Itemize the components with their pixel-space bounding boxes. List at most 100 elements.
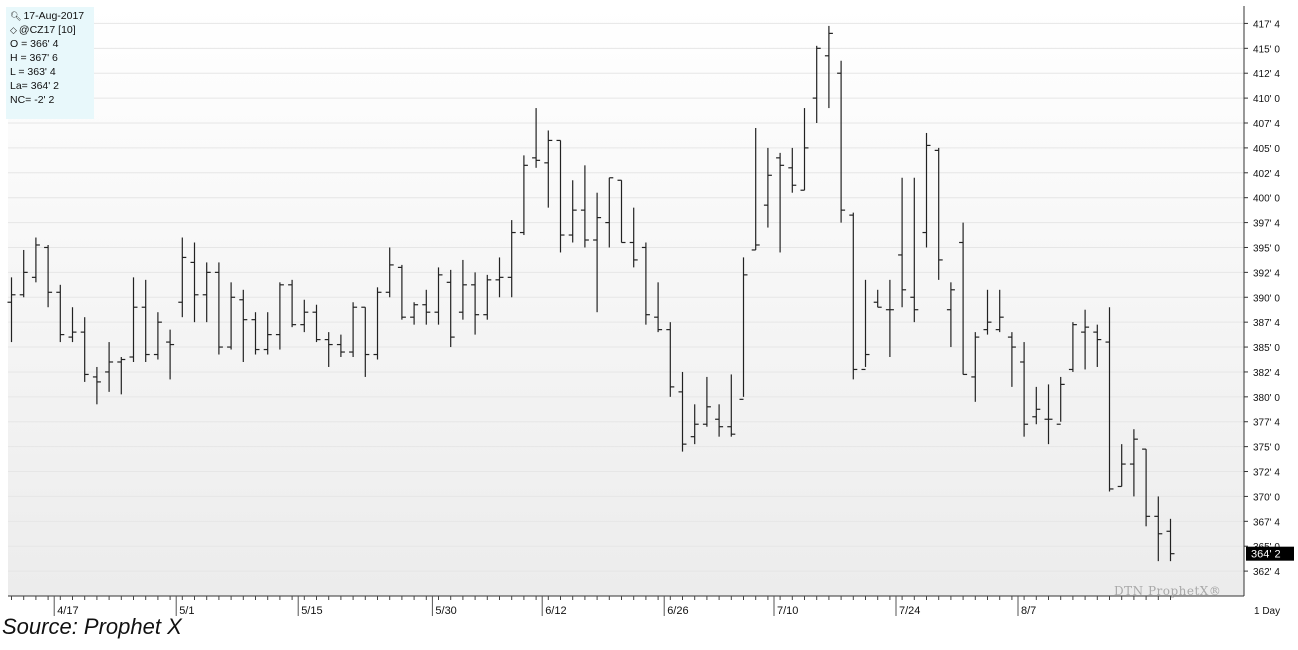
ohlc-bar: [898, 177, 907, 308]
ohlc-bar: [458, 259, 467, 320]
ohlc-bar: [678, 371, 687, 452]
source-caption: Source: Prophet X: [2, 614, 182, 639]
ohlc-bar: [422, 289, 431, 325]
ohlc-bar: [178, 237, 187, 318]
ohlc-bar: [263, 312, 272, 355]
ohlc-bar: [751, 127, 760, 251]
interval-label: 1 Day: [1254, 606, 1280, 617]
y-tick-label: 415' 0: [1253, 44, 1280, 55]
ohlc-bar: [153, 312, 162, 360]
ohlc-bar: [1032, 386, 1041, 425]
ohlc-bar: [56, 284, 65, 343]
ohlc-bar: [959, 222, 968, 376]
plot-area: [8, 6, 1244, 596]
ohlc-bar: [227, 282, 236, 350]
ohlc-bar: [300, 299, 309, 333]
ohlc-bar: [349, 302, 358, 358]
ohlc-bar: [446, 269, 455, 348]
ohlc-bar: [861, 279, 870, 371]
y-tick-label: 380' 0: [1253, 393, 1280, 404]
x-tick-label: 4/17: [57, 605, 78, 617]
ohlc-bar: [690, 404, 699, 445]
info-date-row: 🔍︎ 17-Aug-2017: [10, 9, 94, 23]
ohlc-bar: [1129, 429, 1138, 497]
y-tick-label: 392' 4: [1253, 268, 1280, 279]
ohlc-bar: [544, 130, 553, 208]
watermark: DTN ProphetX®: [1114, 584, 1222, 598]
ohlc-bar: [471, 272, 480, 335]
x-tick-label: 6/26: [667, 605, 688, 617]
y-tick-label: 367' 4: [1253, 517, 1280, 528]
ohlc-bar: [214, 262, 223, 355]
ohlc-bar: [336, 334, 345, 358]
info-symbol-row: ◇ @CZ17 [10]: [10, 23, 94, 37]
ohlc-bar: [31, 237, 40, 283]
last-price-marker: 364' 2: [1246, 546, 1294, 561]
y-tick-label: 400' 0: [1253, 194, 1280, 205]
y-tick-label: 362' 4: [1253, 567, 1280, 578]
ohlc-bar: [885, 279, 894, 358]
x-axis: 4/17 5/1 5/15 5/30 6/12 6/26 7/10 7/24 8/7: [11, 596, 1171, 617]
y-tick-label: 377' 4: [1253, 418, 1280, 429]
x-tick-label: 5/30: [435, 605, 456, 617]
y-tick-label: 385' 0: [1253, 343, 1280, 354]
ohlc-bar: [617, 179, 626, 244]
x-tick-label: 6/12: [545, 605, 566, 617]
x-tick-label: 5/15: [301, 605, 322, 617]
y-tick-label: 395' 0: [1253, 243, 1280, 254]
ohlc-bar: [605, 177, 614, 248]
ohlc-bar: [934, 147, 943, 280]
ohlc-bar: [824, 25, 833, 109]
ohlc-bar: [1044, 384, 1053, 445]
info-open: O = 366' 4: [10, 38, 59, 50]
info-last: La= 364' 2: [10, 80, 60, 92]
ohlc-bar: [971, 332, 980, 402]
ohlc-bar: [666, 322, 675, 397]
ohlc-bar: [80, 317, 89, 382]
ohlc-bar: [593, 192, 602, 313]
ohlc-bar: [776, 152, 785, 253]
ohlc-bar: [1081, 309, 1090, 370]
y-tick-label: 417' 4: [1253, 19, 1280, 30]
y-tick-label: 390' 0: [1253, 293, 1280, 304]
info-date: 17-Aug-2017: [23, 10, 85, 22]
ohlc-bar: [849, 212, 858, 380]
ohlc-bar: [1007, 332, 1016, 387]
ohlc-bar: [324, 332, 333, 367]
ohlc-bar: [1166, 518, 1175, 562]
ohlc-bar: [641, 242, 650, 325]
y-tick-label: 407' 4: [1253, 119, 1280, 130]
y-tick-label: 405' 0: [1253, 144, 1280, 155]
ohlc-info-panel: 🔍︎ 17-Aug-2017 ◇ @CZ17 [10] O = 366' 4 H =…: [6, 7, 94, 119]
ohlc-bar: [166, 329, 175, 380]
y-tick-label: 387' 4: [1253, 318, 1280, 329]
ohlc-bars: [7, 25, 1175, 562]
ohlc-bar: [532, 108, 541, 168]
y-tick-label: 402' 4: [1253, 169, 1280, 180]
ohlc-bar: [654, 282, 663, 333]
ohlc-bar: [361, 306, 370, 377]
ohlc-bar: [92, 366, 101, 405]
ohlc-bar: [495, 257, 504, 298]
ohlc-bar: [727, 374, 736, 437]
grid: [8, 22, 1244, 572]
ohlc-bar: [1056, 376, 1065, 425]
x-tick-label: 7/24: [899, 605, 920, 617]
ohlc-bar: [1093, 324, 1102, 367]
info-high: H = 367' 6: [10, 52, 58, 64]
ohlc-bar: [19, 249, 28, 298]
ohlc-bar: [1142, 448, 1151, 527]
ohlc-bar: [1117, 444, 1126, 488]
x-tick-label: 8/7: [1021, 605, 1036, 617]
y-tick-label: 397' 4: [1253, 219, 1280, 230]
ohlc-bar: [251, 312, 260, 355]
ohlc-bar: [946, 282, 955, 348]
ohlc-bar: [1020, 342, 1029, 437]
ohlc-bar: [373, 287, 382, 360]
ohlc-bar: [983, 289, 992, 335]
ohlc-bar: [910, 177, 919, 323]
ohlc-bar: [483, 274, 492, 320]
ohlc-bar: [837, 60, 846, 223]
ohlc-bar: [715, 404, 724, 437]
